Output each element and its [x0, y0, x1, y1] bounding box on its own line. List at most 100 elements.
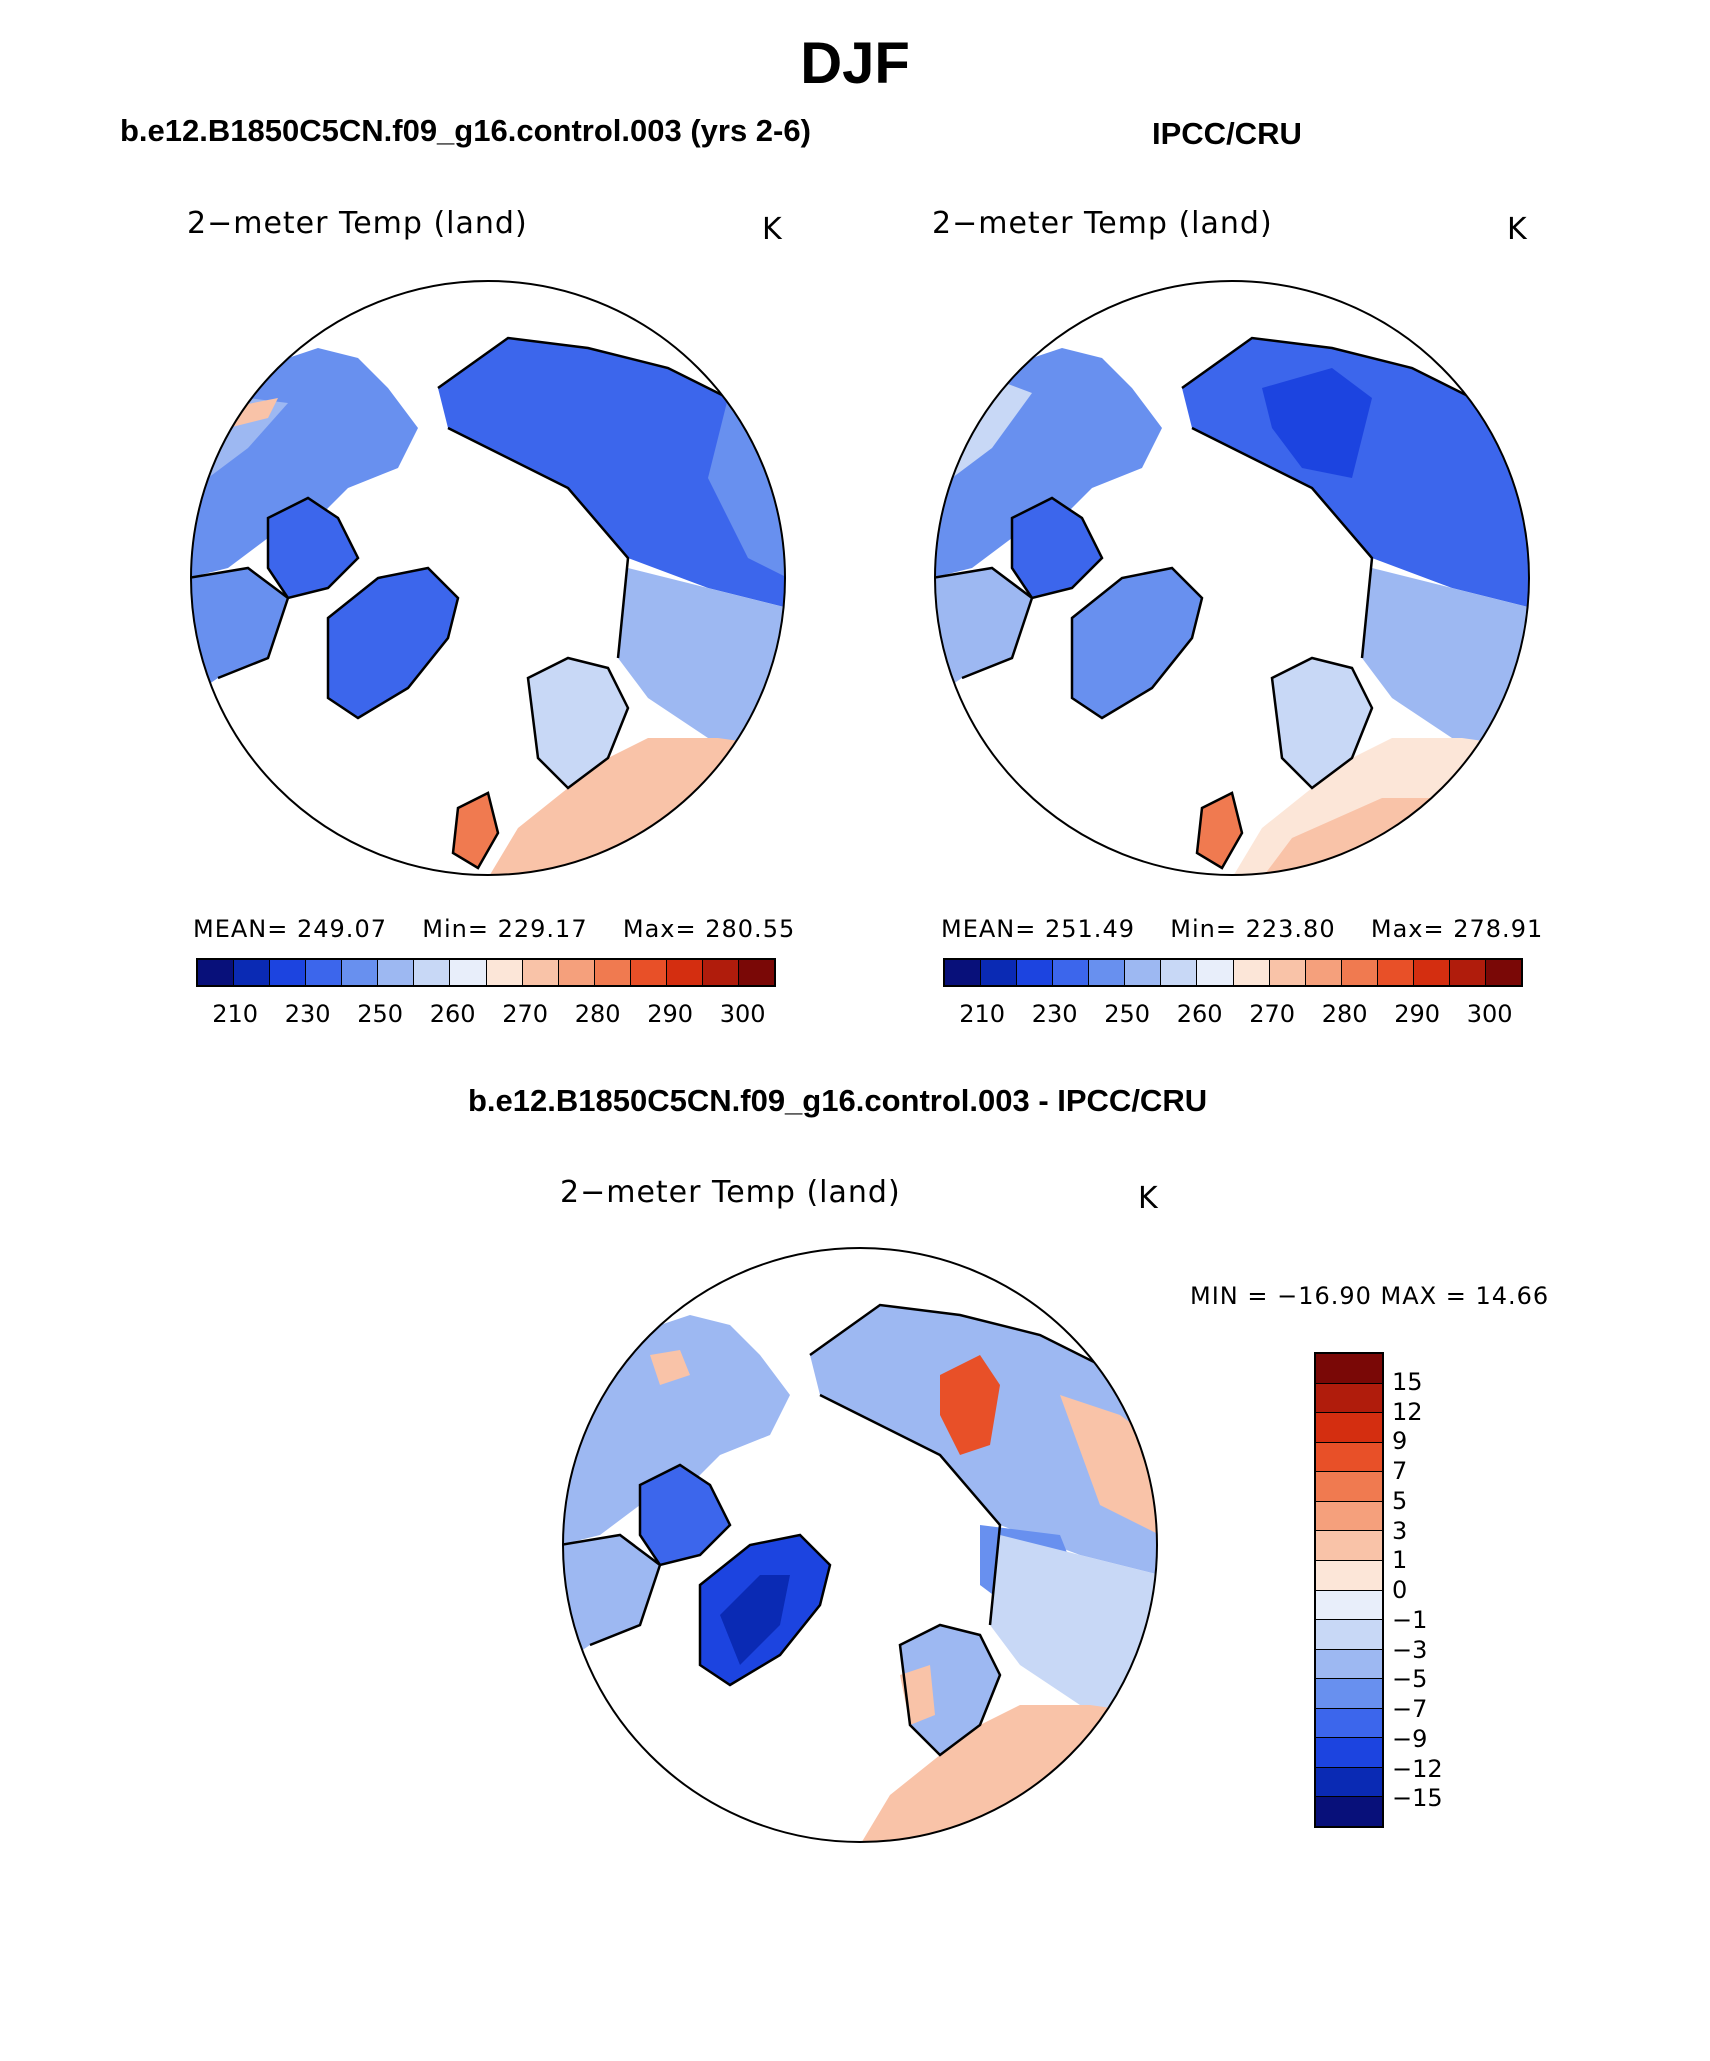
colorbar-tick-label: −5	[1392, 1665, 1428, 1694]
diff-panel-heading: b.e12.B1850C5CN.f09_g16.control.003 - IP…	[468, 1083, 1208, 1118]
colorbar-tick-label: 12	[1392, 1397, 1423, 1426]
colorbar-tick-label: 280	[1321, 1000, 1368, 1028]
model-land-scandinavia	[528, 658, 628, 788]
colorbar-tick-label: 230	[1031, 1000, 1078, 1028]
colorbar-tick-label: 290	[1394, 1000, 1441, 1028]
colorbar-segment	[738, 960, 774, 985]
obs-land-russia-south	[1362, 568, 1529, 748]
model-map-svg	[190, 280, 786, 876]
model-panel-heading: b.e12.B1850C5CN.f09_g16.control.003 (yrs…	[120, 113, 811, 148]
colorbar-segment	[1316, 1442, 1382, 1473]
colorbar-tick-label: 300	[719, 1000, 766, 1028]
model-mean-value: 249.07	[297, 915, 387, 943]
obs-min-value: 223.80	[1245, 915, 1336, 943]
colorbar-tick-label: 210	[959, 1000, 1006, 1028]
colorbar-segment	[342, 960, 379, 985]
colorbar-tick-label: 250	[1104, 1000, 1151, 1028]
diff-units-label: K	[1138, 1181, 1159, 1216]
colorbar-segment	[1316, 1472, 1382, 1502]
diff-minmax: MIN = −16.90 MAX = 14.66	[1190, 1282, 1550, 1310]
colorbar-segment	[378, 960, 415, 985]
colorbar-segment	[1316, 1767, 1382, 1798]
diff-land-archipelago	[640, 1465, 730, 1565]
colorbar-segment	[1316, 1620, 1382, 1650]
colorbar-segment	[1316, 1531, 1382, 1561]
model-max-value: 280.55	[705, 915, 796, 943]
colorbar-segment	[198, 960, 235, 985]
obs-stats: MEAN= 251.49 Min= 223.80 Max= 278.91	[941, 915, 1543, 943]
colorbar-segment	[1449, 960, 1486, 985]
colorbar-segment	[1316, 1797, 1382, 1826]
colorbar-segment	[1089, 960, 1126, 985]
colorbar-tick-label: −3	[1392, 1635, 1428, 1664]
colorbar-segment	[414, 960, 451, 985]
model-plot-label: 2−meter Temp (land)	[187, 206, 528, 241]
obs-max-value: 278.91	[1453, 915, 1544, 943]
diff-land-siberia-hot	[940, 1355, 1000, 1455]
colorbar-tick-label: −9	[1392, 1724, 1428, 1753]
colorbar-segment	[1316, 1679, 1382, 1709]
obs-mean-label: MEAN=	[941, 915, 1037, 943]
obs-land-canada-warm	[935, 378, 992, 408]
colorbar-segment	[1269, 960, 1306, 985]
obs-units-label: K	[1507, 212, 1528, 247]
colorbar-tick-label: 270	[502, 1000, 549, 1028]
colorbar-segment	[1316, 1708, 1382, 1739]
obs-colorbar	[943, 958, 1523, 987]
colorbar-tick-label: 260	[429, 1000, 476, 1028]
colorbar-segment	[1316, 1383, 1382, 1414]
colorbar-segment	[558, 960, 595, 985]
colorbar-segment	[1305, 960, 1342, 985]
obs-max-label: Max=	[1370, 915, 1445, 943]
colorbar-tick-label: 3	[1392, 1516, 1408, 1545]
colorbar-segment	[1161, 960, 1198, 985]
colorbar-tick-label: 1	[1392, 1546, 1408, 1575]
colorbar-tick-label: 280	[574, 1000, 621, 1028]
model-min-label: Min=	[422, 915, 489, 943]
model-units-label: K	[762, 212, 783, 247]
obs-land-archipelago	[1012, 498, 1102, 598]
colorbar-segment	[234, 960, 271, 985]
obs-land-scandinavia	[1272, 658, 1372, 788]
colorbar-segment	[981, 960, 1018, 985]
colorbar-tick-label: 250	[357, 1000, 404, 1028]
model-land-uk	[453, 793, 498, 868]
colorbar-tick-label: 0	[1392, 1576, 1408, 1604]
colorbar-tick-label: −12	[1392, 1754, 1443, 1783]
diff-map-svg	[562, 1247, 1158, 1843]
model-land-russia-south	[618, 568, 785, 748]
diff-colorbar	[1314, 1352, 1384, 1828]
colorbar-segment	[1316, 1413, 1382, 1443]
colorbar-segment	[1197, 960, 1234, 985]
diff-land-greenland-core	[720, 1575, 790, 1665]
colorbar-segment	[594, 960, 631, 985]
colorbar-segment	[522, 960, 559, 985]
colorbar-segment	[1017, 960, 1054, 985]
model-colorbar	[196, 958, 776, 987]
colorbar-segment	[1316, 1738, 1382, 1768]
page-title: DJF	[800, 31, 910, 96]
diff-land-russia-south	[990, 1535, 1157, 1715]
colorbar-tick-label: 15	[1392, 1367, 1423, 1396]
colorbar-segment	[1413, 960, 1450, 985]
obs-land-siberia-cold	[1262, 368, 1372, 478]
model-land-alaska	[191, 568, 288, 698]
obs-polar-map	[932, 278, 1532, 883]
colorbar-tick-label: 270	[1249, 1000, 1296, 1028]
colorbar-segment	[1233, 960, 1270, 985]
colorbar-segment	[306, 960, 343, 985]
colorbar-segment	[1316, 1354, 1382, 1384]
obs-mean-value: 251.49	[1045, 915, 1135, 943]
colorbar-segment	[1316, 1560, 1382, 1591]
obs-panel-heading: IPCC/CRU	[1152, 116, 1302, 151]
model-max-label: Max=	[622, 915, 697, 943]
colorbar-tick-label: 9	[1392, 1427, 1408, 1456]
model-mean-label: MEAN=	[193, 915, 289, 943]
diff-land-scandinavia	[900, 1625, 1000, 1755]
colorbar-segment	[1316, 1590, 1382, 1621]
diff-plot-label: 2−meter Temp (land)	[560, 1175, 901, 1210]
colorbar-tick-label: −15	[1392, 1784, 1443, 1813]
colorbar-segment	[1053, 960, 1090, 985]
colorbar-segment	[630, 960, 667, 985]
colorbar-tick-label: 210	[212, 1000, 259, 1028]
